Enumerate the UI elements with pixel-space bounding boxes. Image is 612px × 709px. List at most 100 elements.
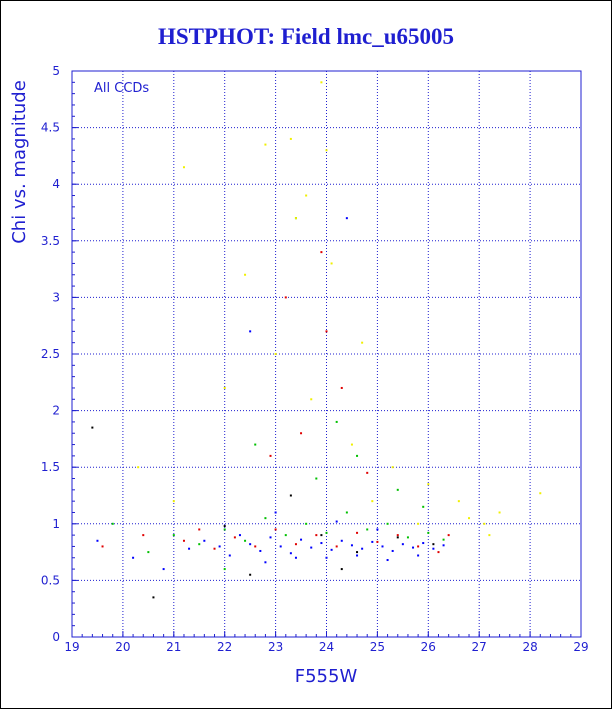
chart-title: HSTPHOT: Field lmc_u65005 xyxy=(157,24,455,49)
data-point xyxy=(142,534,145,537)
data-point xyxy=(96,539,99,542)
data-point xyxy=(244,539,247,542)
x-tick-label: 27 xyxy=(472,640,487,654)
data-point xyxy=(264,561,267,564)
y-tick-label: 4.5 xyxy=(41,121,60,135)
data-point xyxy=(310,546,313,549)
data-point xyxy=(259,549,262,552)
data-point xyxy=(315,477,318,480)
data-point xyxy=(325,330,328,333)
data-point xyxy=(376,528,379,531)
data-point xyxy=(422,505,425,508)
data-point xyxy=(228,554,231,557)
x-tick-label: 20 xyxy=(115,640,130,654)
data-point xyxy=(356,454,359,457)
data-point xyxy=(396,536,399,539)
data-point xyxy=(289,137,292,140)
data-point xyxy=(147,551,150,554)
data-point xyxy=(300,538,303,541)
data-point xyxy=(289,494,292,497)
data-point xyxy=(218,545,221,548)
data-point xyxy=(249,330,252,333)
data-point xyxy=(417,545,420,548)
y-tick-label: 4 xyxy=(52,177,60,191)
x-tick-label: 25 xyxy=(370,640,385,654)
data-point xyxy=(345,511,348,514)
data-point xyxy=(437,551,440,554)
x-tick-label: 29 xyxy=(573,640,588,654)
data-point xyxy=(356,554,359,557)
data-point xyxy=(172,534,175,537)
y-axis-label: Chi vs. magnitude xyxy=(9,80,30,244)
data-point xyxy=(350,544,353,547)
data-point xyxy=(442,544,445,547)
data-point xyxy=(335,420,338,423)
data-point xyxy=(330,548,333,551)
data-point xyxy=(371,500,374,503)
data-point xyxy=(305,522,308,525)
data-point xyxy=(320,534,323,537)
data-point xyxy=(132,556,135,559)
data-point xyxy=(386,522,389,525)
data-point xyxy=(432,543,435,546)
data-point xyxy=(294,556,297,559)
data-point xyxy=(111,522,114,525)
data-point xyxy=(269,454,272,457)
data-point xyxy=(498,511,501,514)
y-tick-label: 1 xyxy=(52,517,60,531)
data-point xyxy=(203,539,206,542)
data-point xyxy=(264,143,267,146)
data-point xyxy=(427,483,430,486)
data-point xyxy=(294,217,297,220)
x-tick-label: 26 xyxy=(421,640,436,654)
data-point xyxy=(284,534,287,537)
data-point xyxy=(396,488,399,491)
data-point xyxy=(432,547,435,550)
data-point xyxy=(427,531,430,534)
data-point xyxy=(182,539,185,542)
data-point xyxy=(137,466,140,469)
data-point xyxy=(249,543,252,546)
data-point xyxy=(274,353,277,355)
data-point xyxy=(223,568,226,571)
y-tick-label: 3 xyxy=(52,290,60,304)
data-point xyxy=(412,546,415,549)
data-point xyxy=(305,194,308,197)
x-axis-label: F555W xyxy=(295,666,358,687)
data-point xyxy=(198,543,201,546)
data-point xyxy=(320,81,323,84)
data-point xyxy=(198,528,201,531)
data-point xyxy=(335,520,338,523)
y-tick-label: 1.5 xyxy=(41,460,60,474)
data-point xyxy=(340,568,343,571)
data-point xyxy=(91,426,94,429)
data-point xyxy=(381,545,384,548)
data-point xyxy=(330,262,333,265)
data-point xyxy=(284,296,287,299)
data-point xyxy=(152,596,155,599)
data-point xyxy=(254,545,257,548)
data-points xyxy=(91,81,542,599)
data-point xyxy=(488,534,491,537)
data-point xyxy=(366,471,369,474)
data-point xyxy=(356,551,359,554)
data-point xyxy=(371,540,374,543)
data-point xyxy=(172,500,175,503)
x-tick-label: 24 xyxy=(319,640,334,654)
data-point xyxy=(340,386,343,389)
data-point xyxy=(188,547,191,550)
data-point xyxy=(162,568,165,571)
data-point xyxy=(396,534,399,537)
y-tick-label: 0.5 xyxy=(41,573,60,587)
data-point xyxy=(238,534,241,537)
x-tick-label: 19 xyxy=(64,640,79,654)
y-tick-label: 2 xyxy=(52,404,60,418)
data-point xyxy=(182,166,185,169)
x-axis-ticks: 19 20 21 22 23 24 25 26 27 28 29 xyxy=(64,631,589,654)
x-tick-label: 22 xyxy=(217,640,232,654)
data-point xyxy=(361,341,364,344)
data-point xyxy=(223,525,226,528)
data-point xyxy=(335,545,338,548)
data-point xyxy=(366,528,369,531)
